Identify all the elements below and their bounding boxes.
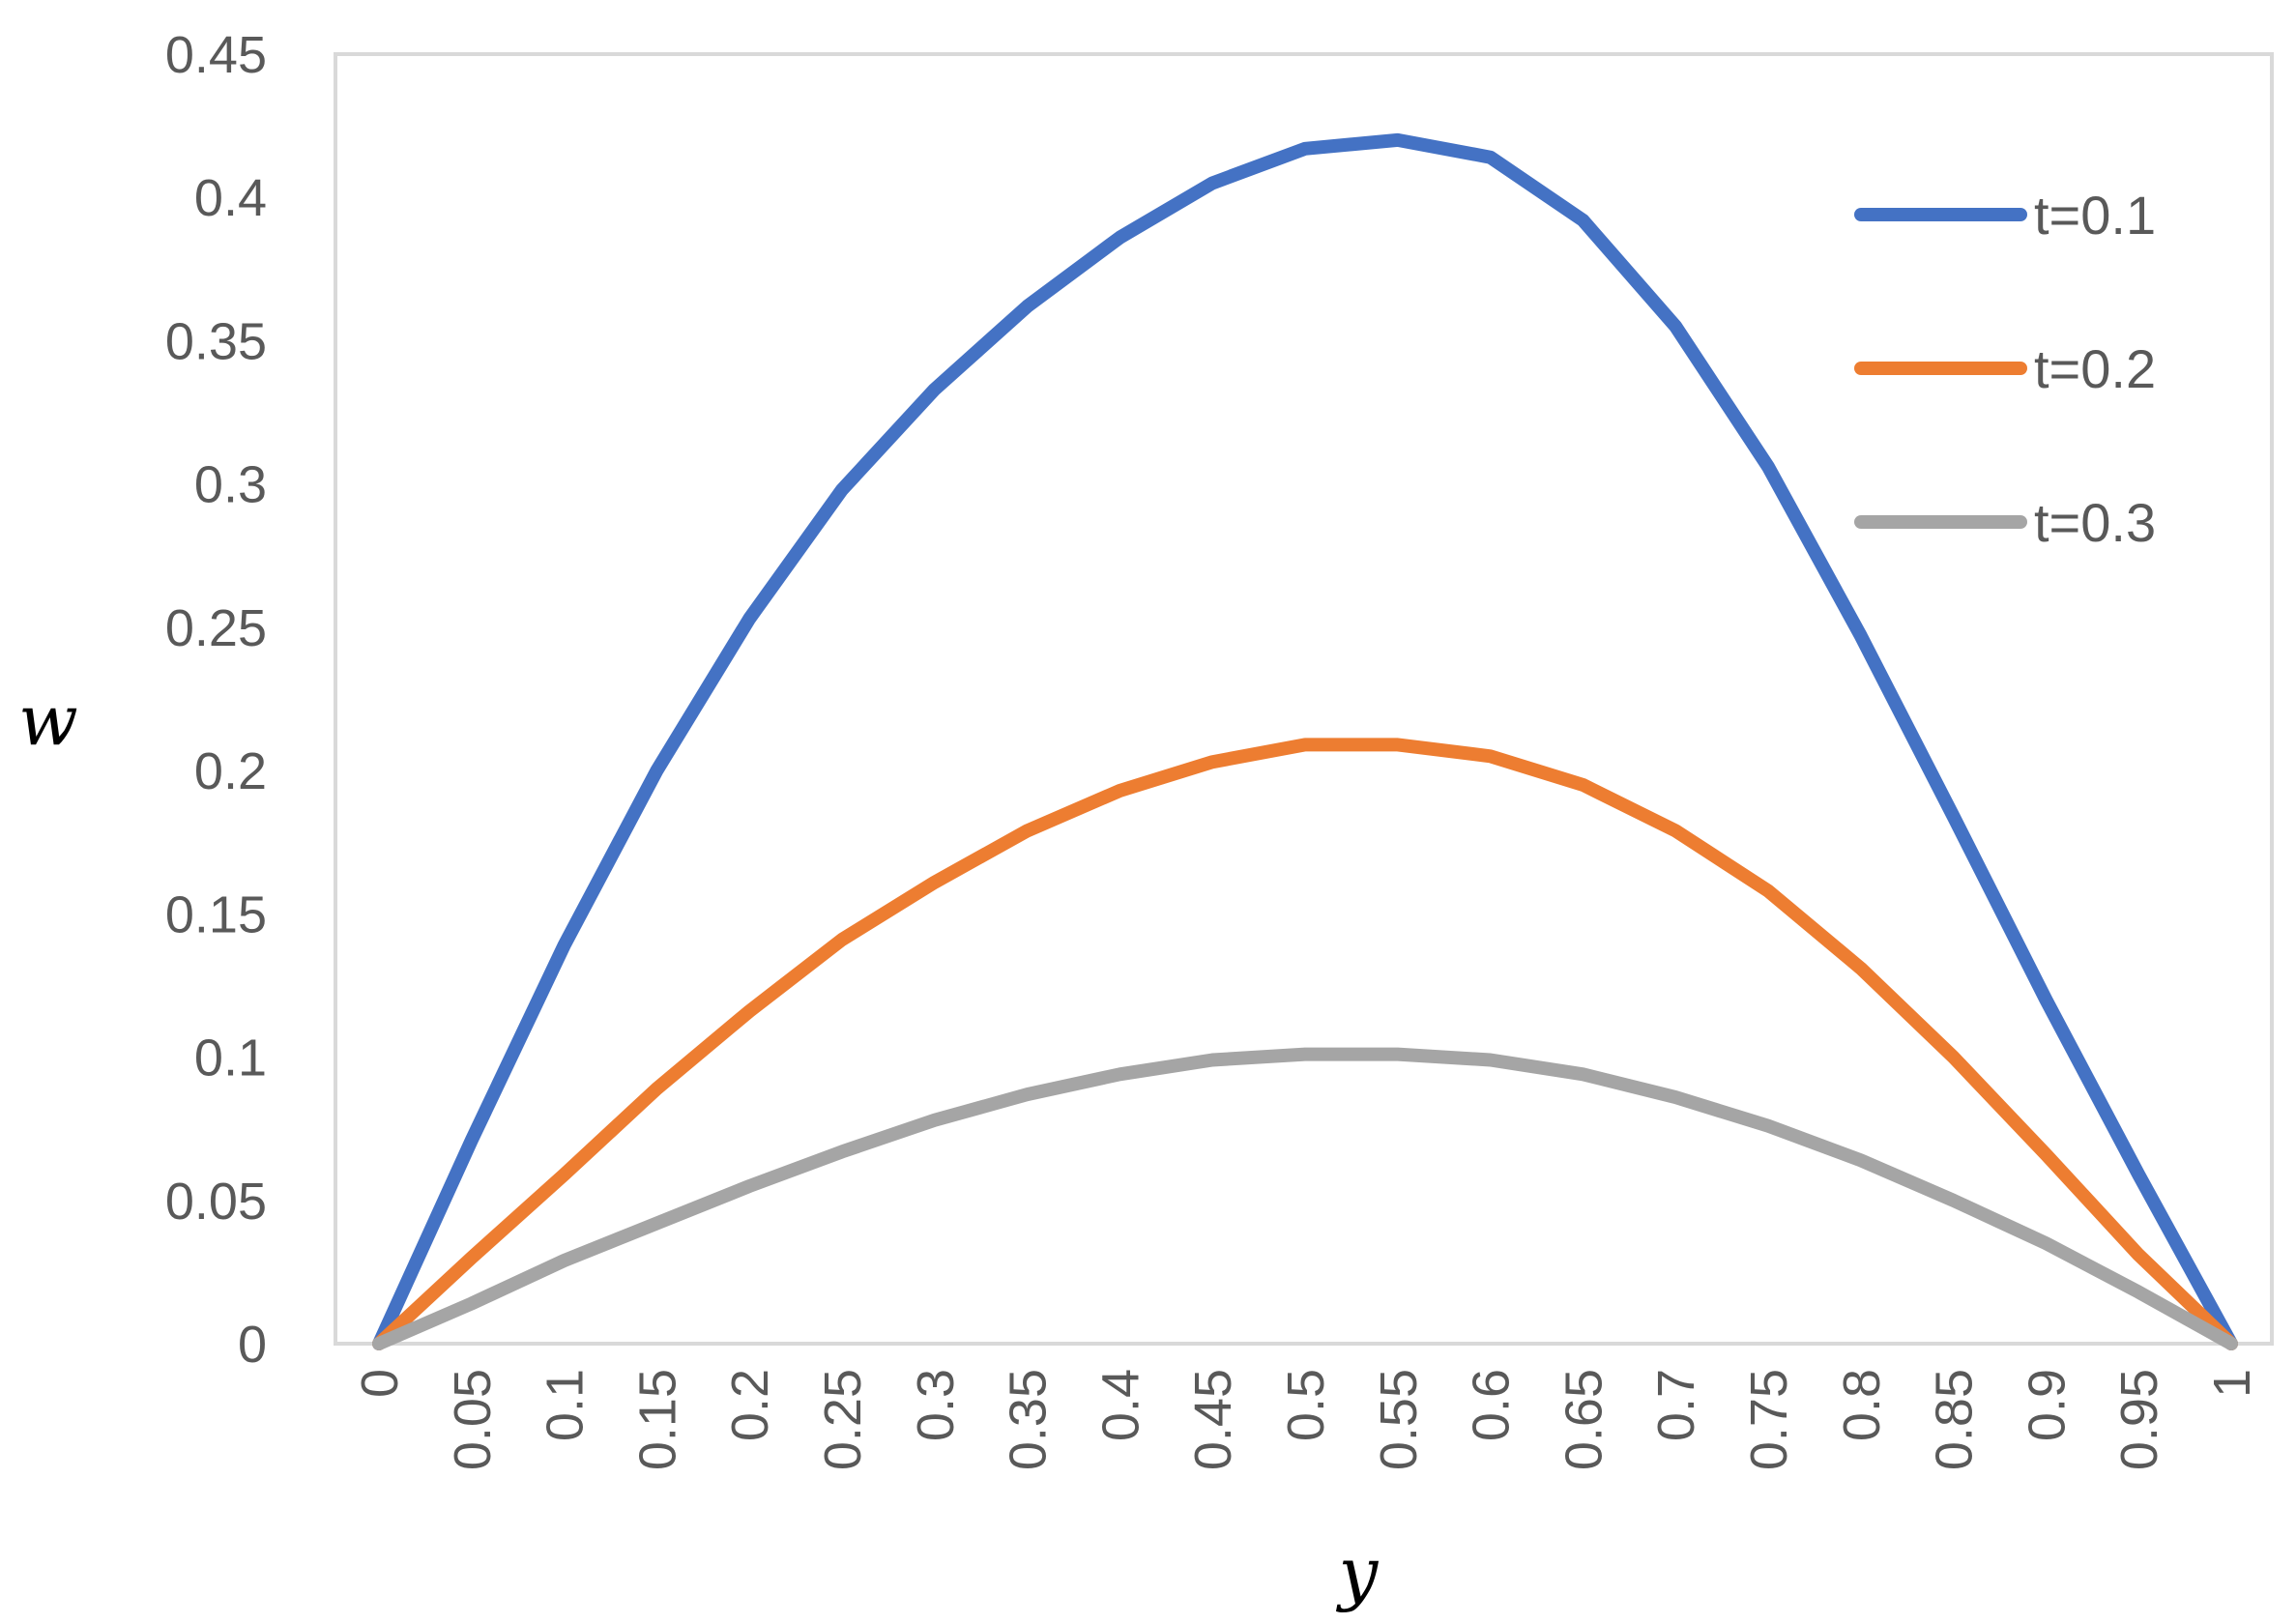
x-tick-label: 0.75 <box>1740 1369 1798 1470</box>
x-tick-label: 0.4 <box>1091 1369 1149 1441</box>
series-lines <box>372 132 2238 1350</box>
x-tick-label: 0.45 <box>1184 1369 1242 1470</box>
y-tick-label: 0.3 <box>194 456 267 514</box>
y-tick-label: 0.25 <box>165 599 267 657</box>
legend-label-2: t=0.2 <box>2034 338 2156 399</box>
y-tick-label: 0 <box>238 1316 267 1374</box>
y-tick-label: 0.15 <box>165 885 267 943</box>
x-tick-label: 0 <box>351 1369 409 1398</box>
y-tick-label: 0.35 <box>165 312 267 370</box>
x-tick-label: 0.8 <box>1833 1369 1891 1441</box>
x-tick-label: 0.65 <box>1555 1369 1613 1470</box>
y-axis-title: w <box>18 680 78 761</box>
x-tick-label: 0.55 <box>1370 1369 1428 1470</box>
legend-label-3: t=0.3 <box>2034 492 2156 553</box>
x-tick-label: 0.5 <box>1277 1369 1335 1441</box>
x-tick-label: 0.25 <box>814 1369 872 1470</box>
x-tick-label: 0.1 <box>537 1369 595 1441</box>
x-tick-label: 0.85 <box>1926 1369 1984 1470</box>
x-tick-label: 0.95 <box>2110 1369 2168 1470</box>
series-line-3 <box>372 1047 2238 1350</box>
x-tick-label: 0.9 <box>2018 1369 2076 1441</box>
x-tick-label: 0.7 <box>1647 1369 1705 1441</box>
x-tick-label: 0.2 <box>721 1369 779 1441</box>
x-axis-tick-labels: 0 0.05 0.1 0.15 0.2 0.25 0.3 0.35 0.4 0.45 0.5 0.55… <box>351 1369 2261 1470</box>
y-tick-label: 0.4 <box>194 169 267 227</box>
x-tick-label: 0.15 <box>628 1369 686 1470</box>
x-tick-label: 0.6 <box>1463 1369 1521 1441</box>
legend: t=0.1 t=0.2 t=0.3 <box>1854 185 2156 553</box>
x-tick-label: 0.3 <box>907 1369 965 1441</box>
y-tick-label: 0.45 <box>165 26 267 84</box>
x-tick-label: 0.35 <box>1000 1369 1058 1470</box>
x-axis-title: y <box>1336 1532 1380 1613</box>
plot-area-border <box>334 52 2274 1346</box>
series-line-1 <box>372 132 2238 1350</box>
x-tick-label: 1 <box>2203 1369 2261 1398</box>
y-tick-label: 0.1 <box>194 1030 267 1088</box>
legend-label-1: t=0.1 <box>2034 185 2156 246</box>
y-tick-label: 0.05 <box>165 1173 267 1231</box>
x-tick-label: 0.05 <box>444 1369 502 1470</box>
y-tick-label: 0.2 <box>194 742 267 800</box>
y-axis-tick-labels: 0 0.05 0.1 0.15 0.2 0.25 0.3 0.35 0.4 0.45 <box>165 26 267 1374</box>
series-line-2 <box>372 738 2238 1350</box>
